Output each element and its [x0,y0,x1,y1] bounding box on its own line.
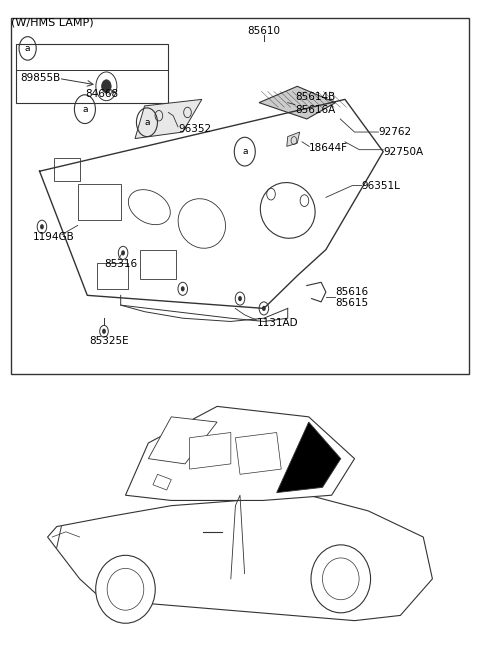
Circle shape [40,224,44,230]
Circle shape [102,80,111,93]
Polygon shape [287,132,300,146]
Text: 85616A: 85616A [295,106,335,115]
Text: a: a [144,117,150,127]
Text: 89855B: 89855B [21,73,61,83]
Polygon shape [135,99,202,138]
Text: 1194GB: 1194GB [33,232,74,241]
Text: 85614B: 85614B [295,92,335,102]
Polygon shape [259,87,336,119]
Text: 85615: 85615 [336,298,369,308]
Text: 85616: 85616 [336,287,369,297]
Text: 85316: 85316 [104,259,137,269]
Text: 96352: 96352 [178,124,211,134]
Text: 85610: 85610 [247,26,280,36]
Circle shape [262,306,266,311]
Text: 92762: 92762 [378,127,411,137]
Text: a: a [242,147,248,156]
Circle shape [238,296,242,301]
Circle shape [181,286,185,291]
Text: 85325E: 85325E [90,336,129,346]
Text: a: a [25,44,30,53]
Text: a: a [82,105,88,113]
Text: 92750A: 92750A [383,147,423,157]
Text: (W/HMS LAMP): (W/HMS LAMP) [11,18,94,28]
Circle shape [121,251,125,255]
Text: 84668: 84668 [85,89,118,99]
Text: 18644F: 18644F [309,144,348,154]
Text: 1131AD: 1131AD [257,318,299,328]
Circle shape [102,329,106,334]
Text: 96351L: 96351L [362,180,401,191]
